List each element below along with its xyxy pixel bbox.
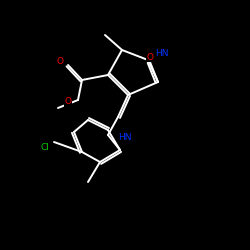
Text: HN: HN xyxy=(155,50,169,58)
Text: O: O xyxy=(56,58,64,66)
Text: O: O xyxy=(146,52,154,62)
Text: O: O xyxy=(64,98,71,106)
Text: HN: HN xyxy=(118,134,132,142)
Text: Cl: Cl xyxy=(40,144,50,152)
